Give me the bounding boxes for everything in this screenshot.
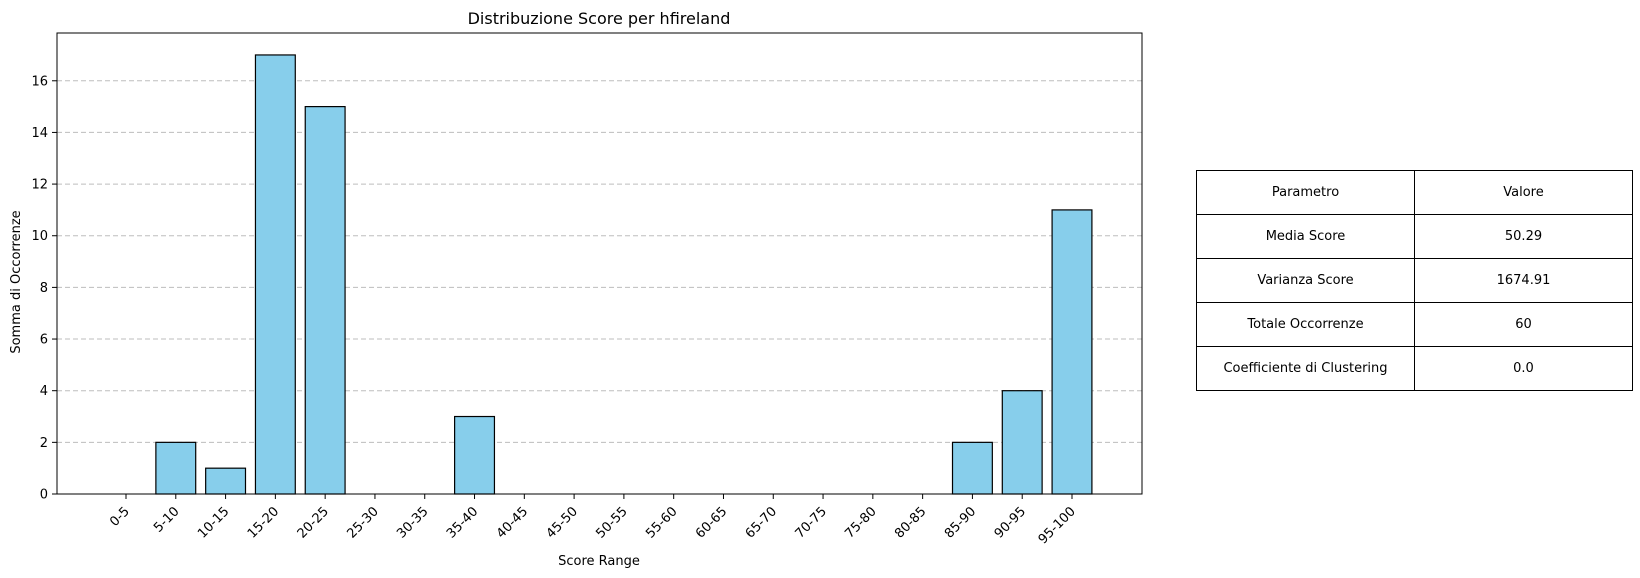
table-row: Varianza Score 1674.91 — [1197, 259, 1633, 303]
table-cell-param: Totale Occorrenze — [1197, 303, 1415, 347]
x-tick-label: 70-75 — [793, 504, 830, 541]
y-tick-label: 16 — [31, 74, 48, 89]
x-tick-label: 75-80 — [842, 504, 879, 541]
x-tick-label: 45-50 — [544, 504, 581, 541]
y-tick-label: 8 — [40, 281, 48, 296]
x-tick-label: 25-30 — [344, 504, 381, 541]
x-tick-label: 20-25 — [295, 504, 332, 541]
table-cell-value: 50.29 — [1415, 215, 1633, 259]
bar — [1052, 210, 1092, 494]
table-header-row: Parametro Valore — [1197, 171, 1633, 215]
y-tick-label: 12 — [31, 178, 48, 193]
x-tick-label: 80-85 — [892, 504, 929, 541]
table-header-value: Valore — [1415, 171, 1633, 215]
table-row: Media Score 50.29 — [1197, 215, 1633, 259]
table-row: Coefficiente di Clustering 0.0 — [1197, 347, 1633, 391]
bar — [156, 442, 196, 494]
x-tick-label: 30-35 — [394, 504, 431, 541]
x-tick-label: 40-45 — [494, 504, 531, 541]
x-tick-label: 10-15 — [195, 504, 232, 541]
y-tick-label: 10 — [31, 229, 48, 244]
table-cell-param: Coefficiente di Clustering — [1197, 347, 1415, 391]
plot-frame — [57, 33, 1142, 494]
x-axis-title: Score Range — [558, 554, 640, 569]
bar — [953, 442, 993, 494]
y-tick-label: 0 — [40, 488, 48, 503]
y-axis-title: Somma di Occorrenze — [9, 210, 24, 353]
x-tick-label: 60-65 — [693, 504, 730, 541]
chart-title: Distribuzione Score per hfireland — [468, 9, 731, 28]
bar — [255, 55, 295, 494]
y-tick-label: 4 — [40, 384, 48, 399]
bars — [156, 55, 1092, 494]
y-tick-label: 2 — [40, 436, 48, 451]
x-tick-label: 35-40 — [444, 504, 481, 541]
bar-chart: 0 2 4 6 8 10 12 14 16 0-5 5-10 10-15 15-20 20-25 25-30… — [0, 0, 1150, 578]
stats-table: Parametro Valore Media Score 50.29 Varia… — [1196, 170, 1633, 391]
table-cell-param: Media Score — [1197, 215, 1415, 259]
table-row: Totale Occorrenze 60 — [1197, 303, 1633, 347]
x-tick-label: 5-10 — [151, 504, 182, 535]
table-cell-value: 60 — [1415, 303, 1633, 347]
table-cell-value: 1674.91 — [1415, 259, 1633, 303]
table-cell-value: 0.0 — [1415, 347, 1633, 391]
y-tick-label: 14 — [31, 126, 48, 141]
grid-lines — [57, 81, 1142, 494]
table-cell-param: Varianza Score — [1197, 259, 1415, 303]
table-header-param: Parametro — [1197, 171, 1415, 215]
x-tick-label: 65-70 — [743, 504, 780, 541]
x-tick-label: 85-90 — [942, 504, 979, 541]
bar — [1002, 391, 1042, 494]
axes — [52, 33, 1142, 499]
x-tick-label: 50-55 — [593, 504, 630, 541]
x-tick-label: 0-5 — [107, 504, 133, 530]
x-tick-label: 55-60 — [643, 504, 680, 541]
x-tick-label: 15-20 — [245, 504, 282, 541]
x-tick-label: 90-95 — [992, 504, 1029, 541]
bar — [305, 107, 345, 494]
bar — [206, 468, 246, 494]
x-tick-label: 95-100 — [1036, 504, 1079, 547]
y-tick-label: 6 — [40, 333, 48, 348]
bar — [455, 417, 495, 494]
